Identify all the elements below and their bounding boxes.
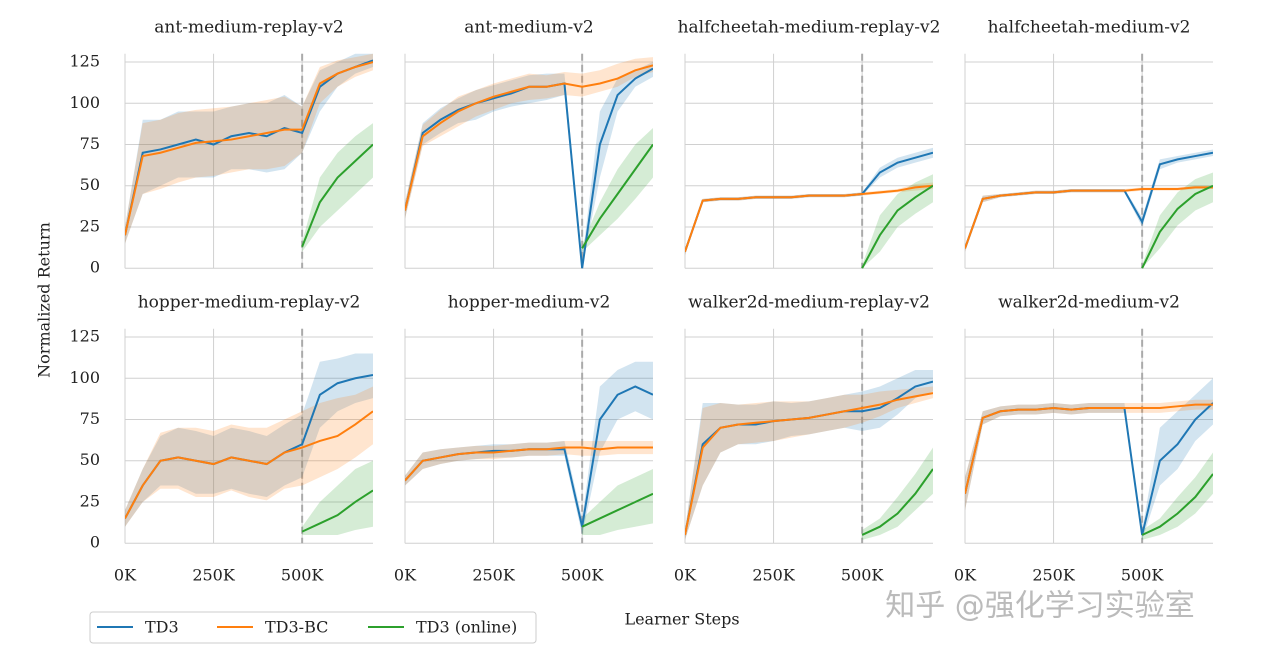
x-tick-label: 250K xyxy=(1032,566,1076,585)
series-line xyxy=(301,143,373,248)
band xyxy=(685,370,933,540)
band xyxy=(965,399,1213,511)
x-axis-label: Learner Steps xyxy=(624,610,739,629)
band xyxy=(582,128,653,252)
legend-box xyxy=(89,611,537,644)
watermark: 知乎 @强化学习实验室 xyxy=(885,589,1195,624)
x-tick-label: 250K xyxy=(752,566,796,585)
series-line xyxy=(861,184,933,269)
series-line xyxy=(685,392,933,536)
x-tick-label: 500K xyxy=(1121,566,1165,585)
band xyxy=(862,447,933,540)
series-line xyxy=(405,64,653,211)
band xyxy=(302,123,373,252)
series-line xyxy=(125,61,373,236)
legend-label: TD3 (online) xyxy=(416,618,517,637)
x-tick-label: 500K xyxy=(281,566,325,585)
panel-title: hopper-medium-replay-v2 xyxy=(138,293,361,313)
band xyxy=(862,174,933,269)
series-line xyxy=(301,489,373,533)
series-line xyxy=(125,410,373,519)
x-tick-label: 500K xyxy=(841,566,885,585)
band xyxy=(685,147,933,256)
x-tick-label: 0K xyxy=(114,566,137,585)
x-tick-label: 0K xyxy=(394,566,417,585)
panel-title: hopper-medium-v2 xyxy=(448,293,611,313)
y-tick-label: 50 xyxy=(80,450,100,469)
legend-label: TD3 xyxy=(145,618,179,637)
panel-title: halfcheetah-medium-v2 xyxy=(988,18,1191,38)
band xyxy=(965,149,1213,252)
series-line xyxy=(861,468,933,536)
series-line xyxy=(965,186,1213,249)
y-tick-label: 75 xyxy=(80,409,100,428)
y-tick-label: 100 xyxy=(69,93,100,112)
y-tick-label: 0 xyxy=(90,533,100,552)
y-tick-label: 125 xyxy=(69,327,100,346)
x-tick-label: 500K xyxy=(561,566,605,585)
panel-title: ant-medium-replay-v2 xyxy=(154,18,343,38)
series-line xyxy=(405,446,653,482)
x-tick-label: 250K xyxy=(472,566,516,585)
y-tick-label: 25 xyxy=(80,491,100,510)
x-tick-label: 0K xyxy=(954,566,977,585)
series-line xyxy=(965,403,1213,494)
series-line xyxy=(1141,184,1213,269)
panel-title: halfcheetah-medium-replay-v2 xyxy=(678,18,941,38)
series-line xyxy=(685,184,933,253)
series-line xyxy=(581,492,653,528)
x-tick-label: 250K xyxy=(192,566,236,585)
y-axis-label: Normalized Return xyxy=(35,222,54,378)
band xyxy=(125,353,373,527)
band xyxy=(1142,172,1213,269)
y-tick-label: 0 xyxy=(90,258,100,277)
band xyxy=(125,53,373,244)
series-line xyxy=(1141,473,1213,536)
panel-title: walker2d-medium-replay-v2 xyxy=(688,293,930,313)
y-tick-label: 75 xyxy=(80,134,100,153)
band xyxy=(405,57,653,219)
panel-title: ant-medium-v2 xyxy=(464,18,593,38)
series-line xyxy=(581,143,653,249)
y-tick-label: 25 xyxy=(80,216,100,235)
band xyxy=(405,440,653,486)
y-tick-label: 125 xyxy=(69,52,100,71)
band xyxy=(125,53,373,244)
y-tick-label: 100 xyxy=(69,368,100,387)
legend-label: TD3-BC xyxy=(265,618,328,637)
x-tick-label: 0K xyxy=(674,566,697,585)
panel-title: walker2d-medium-v2 xyxy=(998,293,1180,313)
band xyxy=(405,62,653,269)
y-tick-label: 50 xyxy=(80,175,100,194)
band xyxy=(302,460,373,535)
